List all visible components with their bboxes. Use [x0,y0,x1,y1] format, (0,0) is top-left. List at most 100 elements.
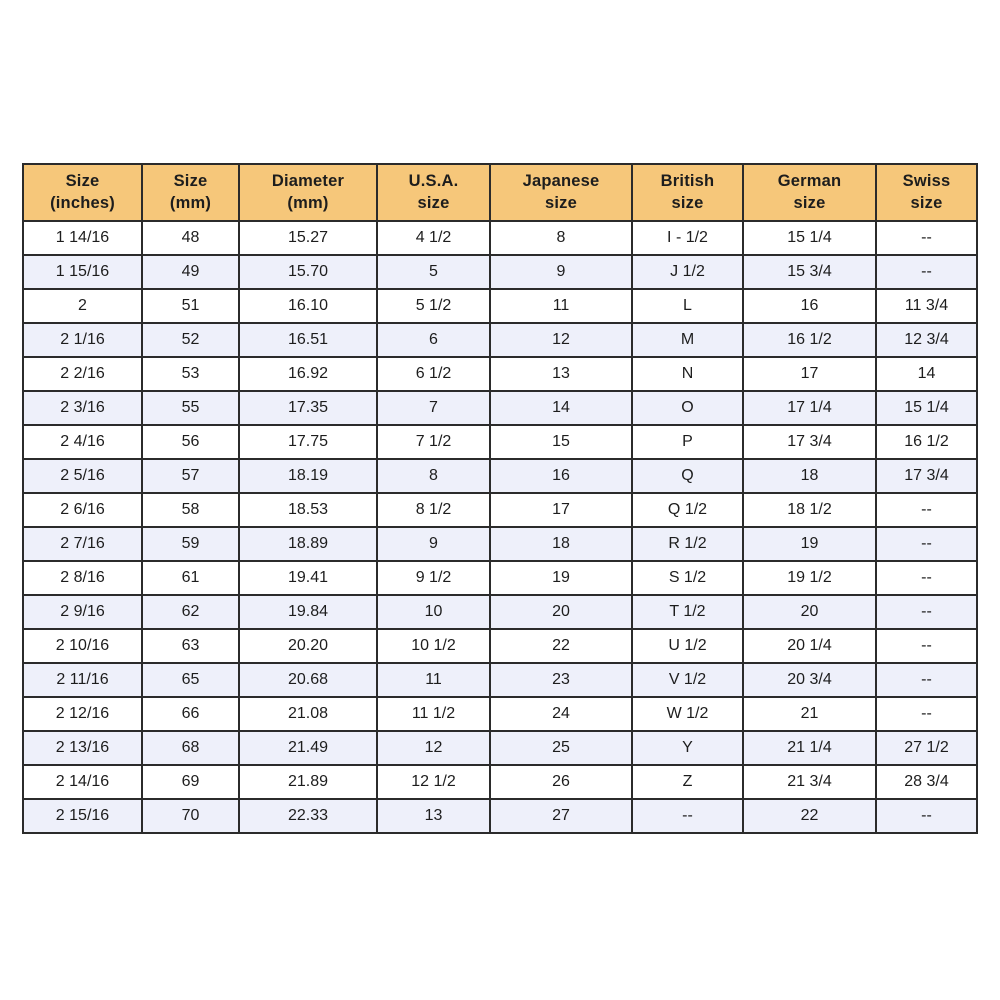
table-row[interactable]: 2 3/16 55 17.35 7 14 O 17 1/4 15 1/4 [22,392,978,426]
cell-mm: 65 [143,664,240,698]
table-row[interactable]: 2 4/16 56 17.75 7 1/2 15 P 17 3/4 16 1/2 [22,426,978,460]
cell-usa: 9 1/2 [378,562,491,596]
cell-diam: 18.53 [240,494,378,528]
cell-ch: 28 3/4 [877,766,978,800]
table-row[interactable]: 2 11/16 65 20.68 11 23 V 1/2 20 3/4 -- [22,664,978,698]
cell-diam: 21.08 [240,698,378,732]
table-row[interactable]: 2 8/16 61 19.41 9 1/2 19 S 1/2 19 1/2 -- [22,562,978,596]
table-row[interactable]: 2 9/16 62 19.84 10 20 T 1/2 20 -- [22,596,978,630]
cell-diam: 16.10 [240,290,378,324]
cell-inches: 2 8/16 [22,562,143,596]
cell-jp: 19 [491,562,633,596]
cell-inches: 1 14/16 [22,222,143,256]
cell-inches: 2 1/16 [22,324,143,358]
cell-mm: 66 [143,698,240,732]
cell-inches: 2 10/16 [22,630,143,664]
table-row[interactable]: 2 7/16 59 18.89 9 18 R 1/2 19 -- [22,528,978,562]
cell-uk: Z [633,766,744,800]
table-row[interactable]: 2 1/16 52 16.51 6 12 M 16 1/2 12 3/4 [22,324,978,358]
table-row[interactable]: 2 14/16 69 21.89 12 1/2 26 Z 21 3/4 28 3/4 [22,766,978,800]
column-header-diam[interactable]: Diameter (mm) [240,163,378,222]
cell-mm: 49 [143,256,240,290]
cell-ch: -- [877,528,978,562]
cell-de: 18 1/2 [744,494,877,528]
cell-de: 22 [744,800,877,834]
cell-ch: -- [877,494,978,528]
cell-uk: Q [633,460,744,494]
cell-uk: U 1/2 [633,630,744,664]
column-header-inches[interactable]: Size (inches) [22,163,143,222]
cell-ch: 15 1/4 [877,392,978,426]
cell-ch: -- [877,800,978,834]
cell-usa: 6 [378,324,491,358]
cell-diam: 15.70 [240,256,378,290]
cell-jp: 17 [491,494,633,528]
cell-jp: 18 [491,528,633,562]
column-header-usa[interactable]: U.S.A. size [378,163,491,222]
cell-de: 18 [744,460,877,494]
table-row[interactable]: 2 2/16 53 16.92 6 1/2 13 N 17 14 [22,358,978,392]
cell-ch: -- [877,698,978,732]
cell-jp: 11 [491,290,633,324]
cell-usa: 6 1/2 [378,358,491,392]
cell-de: 17 3/4 [744,426,877,460]
cell-jp: 22 [491,630,633,664]
cell-uk: N [633,358,744,392]
column-header-line1: Size [173,172,208,191]
table-row[interactable]: 1 15/16 49 15.70 5 9 J 1/2 15 3/4 -- [22,256,978,290]
cell-mm: 63 [143,630,240,664]
cell-mm: 58 [143,494,240,528]
column-header-jp[interactable]: Japanese size [491,163,633,222]
cell-ch: -- [877,256,978,290]
column-header-ch[interactable]: Swiss size [877,163,978,222]
cell-de: 21 1/4 [744,732,877,766]
column-header-line2: (mm) [287,193,329,212]
cell-ch: -- [877,596,978,630]
cell-usa: 10 [378,596,491,630]
cell-ch: 27 1/2 [877,732,978,766]
column-header-line2: (inches) [50,193,115,212]
ring-size-chart: Size (inches) Size (mm) Diameter (mm) U.S.A. si… [22,163,978,834]
cell-usa: 9 [378,528,491,562]
cell-diam: 17.75 [240,426,378,460]
cell-uk: R 1/2 [633,528,744,562]
column-header-line1: U.S.A. [408,172,459,191]
table-row[interactable]: 2 15/16 70 22.33 13 27 -- 22 -- [22,800,978,834]
cell-uk: Q 1/2 [633,494,744,528]
column-header-de[interactable]: German size [744,163,877,222]
cell-ch: -- [877,630,978,664]
table-row[interactable]: 2 51 16.10 5 1/2 11 L 16 11 3/4 [22,290,978,324]
cell-usa: 5 [378,256,491,290]
table-row[interactable]: 2 12/16 66 21.08 11 1/2 24 W 1/2 21 -- [22,698,978,732]
table-row[interactable]: 2 10/16 63 20.20 10 1/2 22 U 1/2 20 1/4 -- [22,630,978,664]
cell-mm: 52 [143,324,240,358]
cell-usa: 7 [378,392,491,426]
cell-de: 21 [744,698,877,732]
cell-usa: 11 [378,664,491,698]
cell-ch: -- [877,664,978,698]
cell-mm: 59 [143,528,240,562]
cell-ch: 11 3/4 [877,290,978,324]
column-header-mm[interactable]: Size (mm) [143,163,240,222]
cell-ch: 14 [877,358,978,392]
cell-diam: 22.33 [240,800,378,834]
cell-jp: 16 [491,460,633,494]
table-row[interactable]: 2 5/16 57 18.19 8 16 Q 18 17 3/4 [22,460,978,494]
cell-ch: -- [877,222,978,256]
cell-uk: O [633,392,744,426]
cell-usa: 5 1/2 [378,290,491,324]
cell-jp: 27 [491,800,633,834]
column-header-line1: Swiss [902,172,951,191]
table-row[interactable]: 2 13/16 68 21.49 12 25 Y 21 1/4 27 1/2 [22,732,978,766]
column-header-line2: size [793,193,826,212]
cell-mm: 69 [143,766,240,800]
cell-inches: 2 4/16 [22,426,143,460]
cell-uk: P [633,426,744,460]
column-header-uk[interactable]: British size [633,163,744,222]
cell-mm: 56 [143,426,240,460]
cell-diam: 20.68 [240,664,378,698]
table-row[interactable]: 1 14/16 48 15.27 4 1/2 8 I - 1/2 15 1/4 -- [22,222,978,256]
cell-diam: 18.19 [240,460,378,494]
cell-inches: 1 15/16 [22,256,143,290]
table-row[interactable]: 2 6/16 58 18.53 8 1/2 17 Q 1/2 18 1/2 -- [22,494,978,528]
